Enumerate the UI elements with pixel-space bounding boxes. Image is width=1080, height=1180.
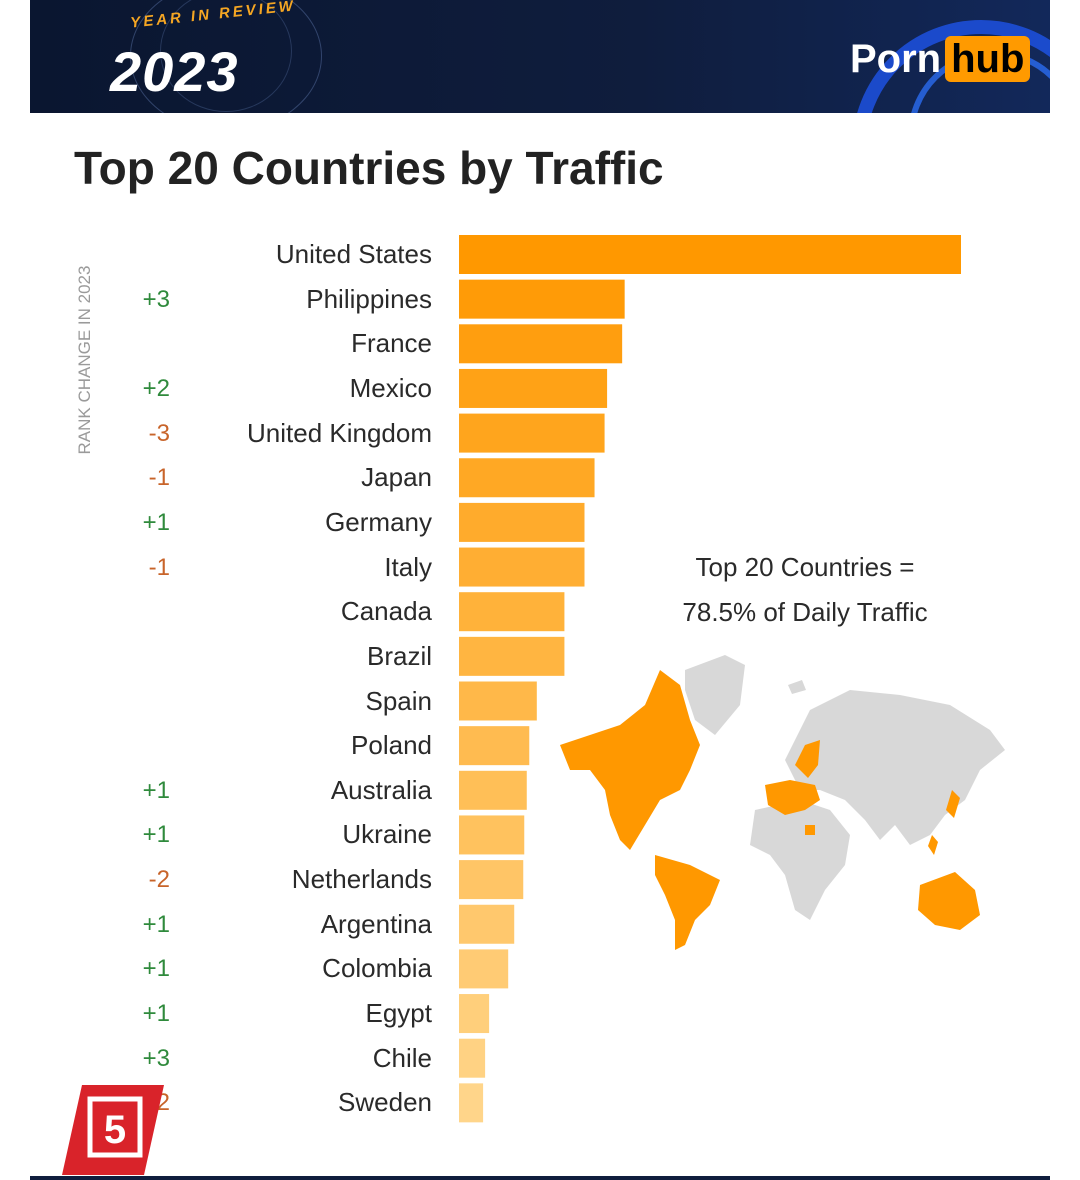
rank-change-label: +1 [142, 776, 170, 804]
rank-change-label: +1 [142, 955, 170, 983]
country-label: Germany [325, 506, 432, 537]
rank-change-label: -1 [148, 553, 170, 581]
bar-brazil [459, 636, 565, 676]
country-label: Philippines [306, 283, 432, 314]
rank-change-label: +1 [142, 508, 170, 536]
map-region-western-europe [765, 780, 820, 815]
map-region-scandinavia [795, 740, 820, 778]
page-title: Top 20 Countries by Traffic [74, 142, 664, 194]
rank-change-label: +1 [142, 821, 170, 849]
country-label: Poland [351, 730, 432, 761]
country-label: Canada [340, 596, 432, 627]
bar-australia [459, 770, 527, 810]
country-label: Mexico [349, 372, 432, 403]
bar-mexico [459, 368, 608, 408]
footer-rule [30, 1176, 1050, 1180]
bar-japan [459, 458, 595, 498]
world-map [560, 655, 1005, 950]
map-region-egypt [805, 825, 815, 835]
globe-graphic-inner [160, 0, 292, 112]
brand-logo-right: hub [945, 36, 1031, 82]
country-label: France [351, 328, 432, 359]
brand-logo-left: Porn [850, 36, 942, 81]
bar-netherlands [459, 860, 524, 900]
rank-change-label: +3 [142, 1044, 170, 1072]
globe-graphic [130, 0, 322, 113]
country-label: Netherlands [291, 864, 432, 895]
channel-badge: 5 [62, 1085, 164, 1175]
bar-italy [459, 547, 585, 587]
rank-change-label: +1 [142, 910, 170, 938]
bar-canada [459, 592, 565, 632]
bar-spain [459, 681, 537, 721]
country-label: Chile [372, 1042, 432, 1073]
rank-change-label: +1 [142, 1000, 170, 1028]
bar-argentina [459, 904, 515, 944]
map-region-japan [946, 790, 960, 818]
rank-change-label: +2 [142, 374, 170, 402]
rank-change-label: +3 [142, 285, 170, 313]
bar-ukraine [459, 815, 525, 855]
bar-egypt [459, 994, 490, 1034]
country-label: Italy [384, 551, 432, 582]
bar-united-states [459, 235, 961, 274]
country-label: Egypt [365, 998, 433, 1029]
country-label: United States [275, 239, 432, 269]
header-banner: YEAR IN REVIEW 2023 Porn hub [30, 0, 1050, 113]
brand-logo: Porn hub [850, 34, 1031, 84]
country-label: Argentina [320, 908, 432, 939]
bar-germany [459, 502, 585, 542]
map-region-south-america [655, 855, 720, 950]
map-region-iceland [788, 680, 806, 694]
country-label: Australia [330, 774, 432, 805]
map-region-greenland [685, 655, 745, 735]
map-region-philippines [928, 835, 938, 855]
bar-chile [459, 1038, 486, 1078]
map-region-africa [750, 800, 850, 920]
country-label: Brazil [366, 640, 432, 671]
rank-change-label: -1 [148, 464, 170, 492]
annotation-line-1: Top 20 Countries = [695, 552, 915, 582]
country-label: United Kingdom [247, 417, 432, 448]
bar-sweden [459, 1083, 484, 1123]
annotation-line-2: 78.5% of Daily Traffic [682, 597, 928, 627]
bar-poland [459, 726, 530, 766]
bar-philippines [459, 279, 625, 319]
rank-change-label: -3 [148, 419, 170, 447]
map-region-north-america [560, 670, 700, 850]
country-label: Ukraine [342, 819, 432, 850]
bar-colombia [459, 949, 509, 989]
bar-united-kingdom [459, 413, 605, 453]
country-label: Sweden [338, 1087, 432, 1118]
bar-france [459, 324, 623, 364]
rank-change-label: -2 [148, 866, 170, 894]
map-region-australia [918, 872, 980, 930]
country-label: Japan [361, 462, 432, 493]
channel-badge-number: 5 [104, 1108, 126, 1152]
year-label: 2023 [110, 40, 239, 103]
country-label: Spain [365, 685, 433, 716]
country-label: Colombia [322, 953, 432, 984]
